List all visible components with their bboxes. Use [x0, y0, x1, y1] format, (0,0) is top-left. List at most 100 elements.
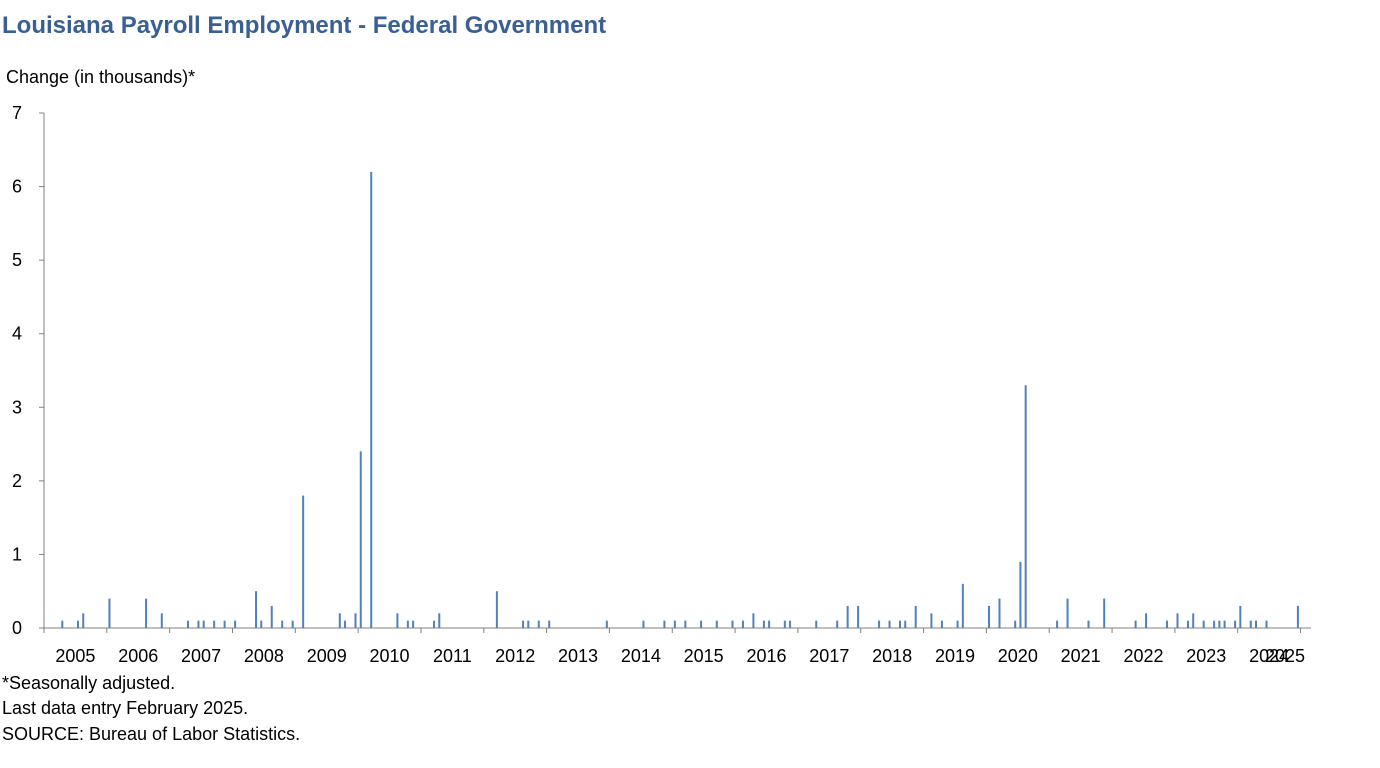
bar	[359, 451, 362, 628]
bar	[1056, 620, 1059, 628]
bar	[344, 620, 347, 628]
bar	[815, 620, 818, 628]
bar	[1166, 620, 1169, 628]
bar	[82, 613, 85, 628]
bar	[836, 620, 839, 628]
x-tick-label: 2021	[1061, 646, 1101, 666]
y-axis-label: Change (in thousands)*	[6, 67, 195, 87]
x-tick-label: 2012	[495, 646, 535, 666]
bar	[762, 620, 765, 628]
bar	[1239, 605, 1242, 628]
bar	[160, 613, 163, 628]
bar	[789, 620, 792, 628]
bar	[605, 620, 608, 628]
bar	[302, 495, 305, 628]
bar	[768, 620, 771, 628]
x-axis: 2005 2006 2007 2008 2009 2010 2011 2012 2013 2014…	[43, 627, 1311, 666]
bar	[914, 605, 917, 628]
bar	[234, 620, 237, 628]
bar	[396, 613, 399, 628]
bar	[202, 620, 205, 628]
x-tick-label: 2023	[1186, 646, 1226, 666]
bar	[1087, 620, 1090, 628]
y-tick-label: 7	[12, 103, 22, 123]
x-tick-label: 2024	[1249, 646, 1289, 666]
footnote-last-entry: Last data entry February 2025.	[2, 698, 249, 718]
bar	[857, 605, 860, 628]
bar	[684, 620, 687, 628]
y-tick-label: 2	[12, 471, 22, 491]
bar	[1134, 620, 1137, 628]
bar	[1255, 620, 1258, 628]
bar	[961, 583, 964, 628]
bar	[270, 605, 273, 628]
x-tick-label: 2010	[370, 646, 410, 666]
x-tick-label: 2017	[809, 646, 849, 666]
bar	[1249, 620, 1252, 628]
bar	[1014, 620, 1017, 628]
y-tick-label: 5	[12, 250, 22, 270]
bar	[1213, 620, 1216, 628]
bar	[433, 620, 436, 628]
bar	[715, 620, 718, 628]
bar	[1176, 613, 1179, 628]
bar	[260, 620, 263, 628]
bar	[1218, 620, 1221, 628]
bar	[145, 598, 148, 628]
y-tick-label: 0	[12, 618, 22, 638]
x-tick-label: 2006	[118, 646, 158, 666]
x-tick-label: 2019	[935, 646, 975, 666]
bar	[988, 605, 991, 628]
bar	[77, 620, 80, 628]
bar	[741, 620, 744, 628]
bar	[223, 620, 226, 628]
y-tick-label: 1	[12, 544, 22, 564]
bar	[291, 620, 294, 628]
y-tick-label: 3	[12, 397, 22, 417]
bar	[956, 620, 959, 628]
bar	[406, 620, 409, 628]
bar	[1019, 561, 1022, 628]
x-tick-label: 2018	[872, 646, 912, 666]
bar-series	[61, 171, 1299, 628]
bar	[1234, 620, 1237, 628]
bar	[213, 620, 216, 628]
bar	[197, 620, 200, 628]
bar	[700, 620, 703, 628]
bar	[1265, 620, 1268, 628]
bar	[412, 620, 415, 628]
bar	[673, 620, 676, 628]
bar	[1066, 598, 1069, 628]
y-axis: 0 1 2 3 4 5 6 7	[12, 103, 45, 638]
bar	[1202, 620, 1205, 628]
bar	[354, 613, 357, 628]
x-tick-label: 2011	[433, 646, 472, 666]
bar	[522, 620, 525, 628]
bar	[783, 620, 786, 628]
bar	[904, 620, 907, 628]
bar	[1186, 620, 1189, 628]
bar	[846, 605, 849, 628]
bar	[878, 620, 881, 628]
bar	[548, 620, 551, 628]
x-tick-label: 2020	[998, 646, 1038, 666]
bar	[61, 620, 64, 628]
bar	[255, 591, 258, 628]
x-tick-label: 2016	[746, 646, 786, 666]
bar	[186, 620, 189, 628]
x-tick-label: 2014	[621, 646, 661, 666]
y-tick-label: 6	[12, 177, 22, 197]
x-tick-label: 2025	[1265, 646, 1305, 666]
x-tick-label: 2015	[684, 646, 724, 666]
bar	[940, 620, 943, 628]
bar	[370, 171, 373, 628]
bar	[537, 620, 540, 628]
bar	[1145, 613, 1148, 628]
footnote-source: SOURCE: Bureau of Labor Statistics.	[2, 724, 301, 744]
y-tick-label: 4	[12, 324, 22, 344]
bar	[338, 613, 341, 628]
footnote-seasonal: *Seasonally adjusted.	[2, 673, 176, 693]
bar	[1103, 598, 1106, 628]
bar	[1223, 620, 1226, 628]
